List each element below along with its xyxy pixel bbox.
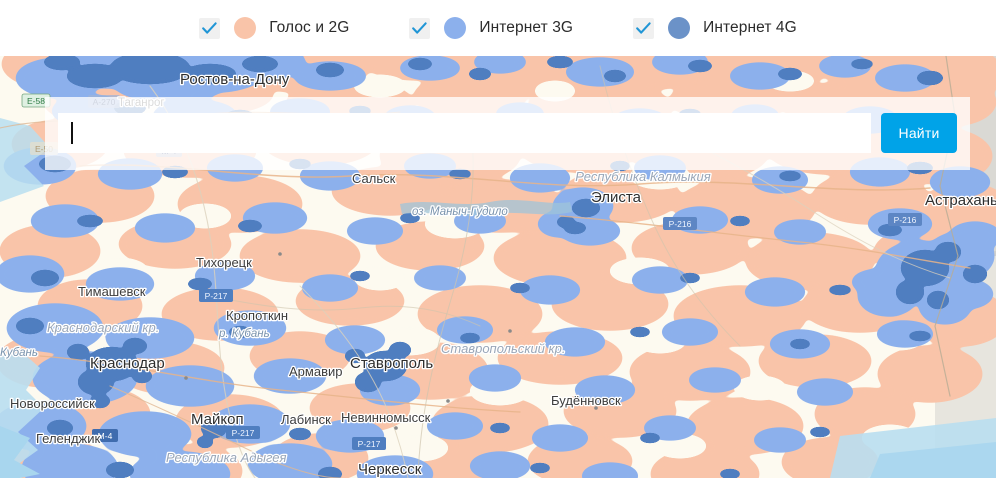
water-label: Кубань: [0, 347, 38, 359]
svg-text:Р-216: Р-216: [669, 219, 692, 229]
coverage-legend: Голос и 2G Интернет 3G Интернет 4G: [0, 0, 996, 56]
map-water-labels: оз. Маныч-Гудило р. Кубань Кубань: [0, 205, 510, 361]
legend-item-4g[interactable]: Интернет 4G: [633, 17, 797, 39]
search-button[interactable]: Найти: [881, 113, 957, 153]
map-search-panel: Найти: [45, 97, 970, 170]
map-region-labels: Республика Калмыкия Краснодарский кр. Ст…: [46, 168, 712, 467]
legend-swatch-4g: [668, 17, 691, 39]
city-label: Армавир: [289, 364, 342, 379]
region-label: Ставропольский кр.: [441, 341, 566, 356]
checkbox-4g[interactable]: [633, 17, 655, 39]
check-icon: [412, 21, 428, 34]
legend-swatch-2g: [234, 17, 257, 39]
city-label: Сальск: [352, 171, 396, 186]
map-city-labels: Ростов-на-Дону Таганрог Сальск Элиста Ас…: [9, 70, 996, 478]
city-label: Лабинск: [281, 412, 331, 427]
checkbox-2g[interactable]: [199, 17, 221, 39]
city-label: Тихорецк: [196, 255, 252, 270]
map-water: [0, 118, 996, 478]
city-label: Новороссийск: [10, 396, 95, 411]
check-icon: [636, 21, 651, 34]
legend-label-2g: Голос и 2G: [269, 19, 350, 36]
svg-text:М-4: М-4: [98, 431, 113, 441]
svg-text:E-58: E-58: [27, 96, 45, 106]
water-label: р. Кубань: [218, 328, 270, 340]
svg-text:Р-216: Р-216: [894, 215, 917, 225]
city-label: Астрахань: [925, 192, 996, 209]
checkbox-3g[interactable]: [409, 17, 431, 39]
legend-swatch-3g: [444, 17, 467, 39]
legend-item-2g[interactable]: Голос и 2G: [199, 17, 349, 39]
city-label: Ростов-на-Дону: [180, 71, 290, 88]
svg-text:Р-217: Р-217: [358, 439, 381, 449]
city-label: Тимашевск: [78, 284, 146, 299]
city-label: Геленджик: [36, 431, 101, 446]
city-label: Невинномысск: [341, 410, 431, 425]
legend-item-3g[interactable]: Интернет 3G: [409, 17, 573, 39]
region-label: Республика Калмыкия: [575, 169, 711, 184]
region-label: Республика Адыгея: [166, 450, 287, 465]
city-label: Будённовск: [551, 393, 621, 408]
city-label: Черкесск: [358, 461, 422, 478]
check-icon: [202, 21, 217, 34]
water-label: оз. Маныч-Гудило: [412, 206, 508, 218]
svg-text:Р-217: Р-217: [205, 291, 228, 301]
svg-text:Р-217: Р-217: [232, 428, 255, 438]
region-label: Краснодарский кр.: [47, 320, 159, 335]
svg-text:Е-50: Е-50: [35, 144, 53, 154]
city-label: Ставрополь: [350, 355, 433, 372]
map-city-dots: [184, 252, 598, 430]
city-label: Майкоп: [191, 411, 244, 428]
city-label: Кропоткин: [226, 308, 288, 323]
city-label: Краснодар: [90, 355, 165, 372]
text-cursor: [71, 122, 73, 144]
city-label: Элиста: [591, 189, 642, 206]
search-input[interactable]: [58, 113, 871, 153]
legend-label-4g: Интернет 4G: [703, 19, 797, 36]
legend-label-3g: Интернет 3G: [479, 19, 574, 36]
